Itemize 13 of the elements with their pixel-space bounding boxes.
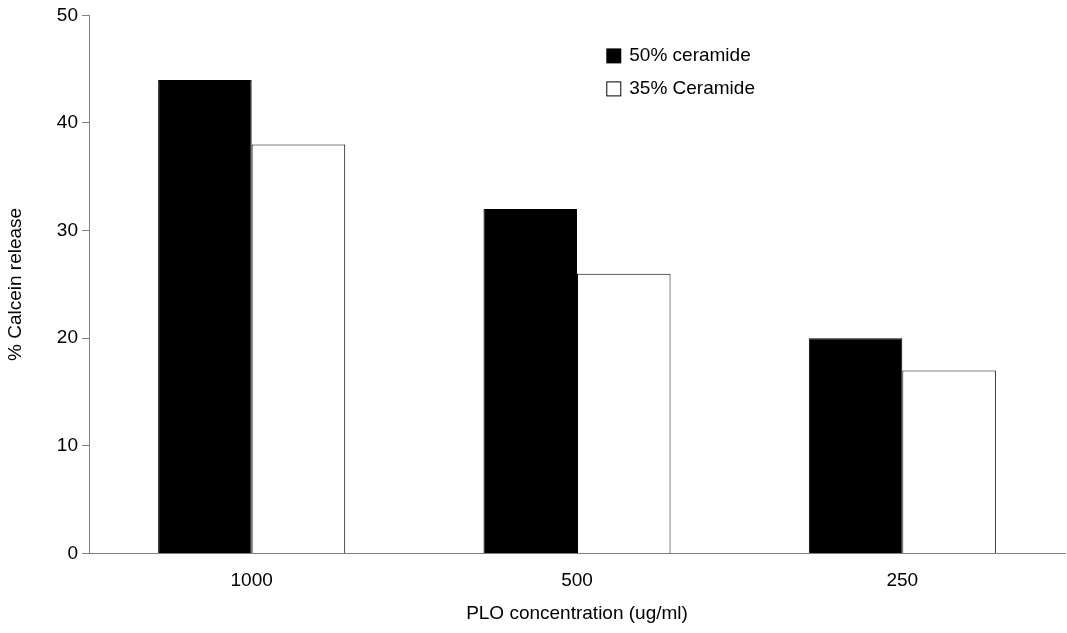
x-tick-label: 1000 xyxy=(230,569,273,591)
y-axis-title: % Calcein release xyxy=(3,207,25,361)
y-tick-label: 10 xyxy=(56,434,78,456)
x-tick-label: 500 xyxy=(561,569,593,591)
legend-label: 50% ceramide xyxy=(629,43,751,65)
legend-label: 35% Ceramide xyxy=(629,76,755,98)
y-tick-label: 50 xyxy=(56,3,78,25)
y-tick-label: 40 xyxy=(56,111,78,133)
y-tick-label: 30 xyxy=(56,218,78,240)
x-axis-title: PLO concentration (ug/ml) xyxy=(466,601,688,623)
y-tick-label: 0 xyxy=(67,541,78,563)
x-tick-label: 250 xyxy=(886,569,919,591)
y-tick-label: 20 xyxy=(56,326,78,348)
